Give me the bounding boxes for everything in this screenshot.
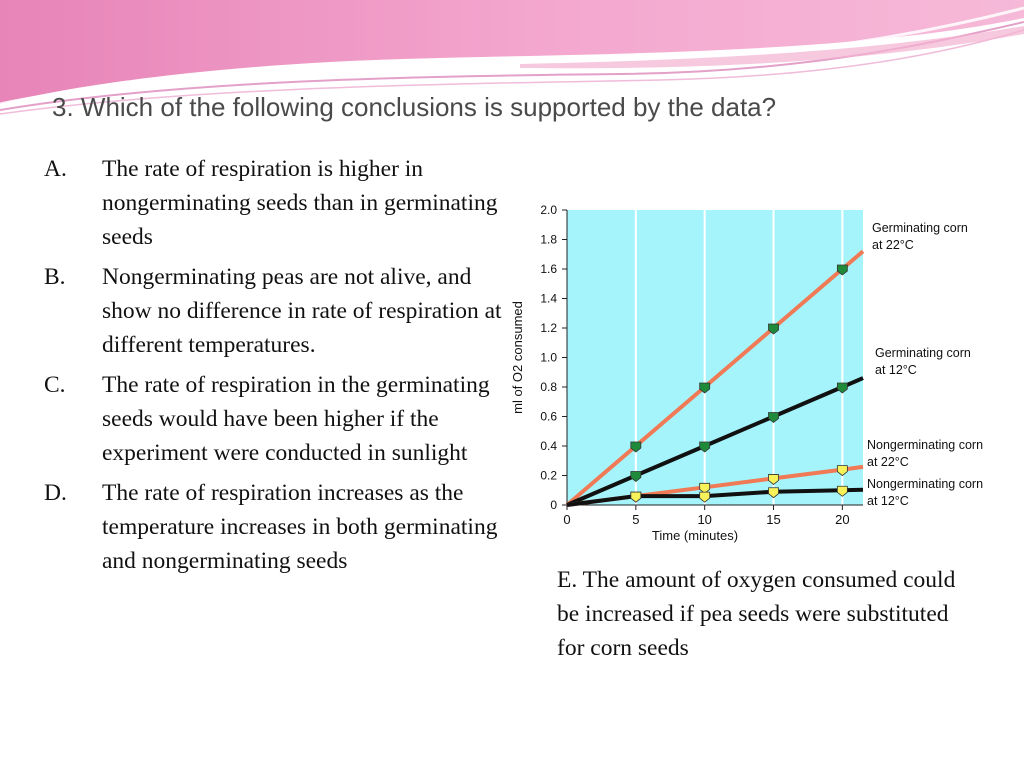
option-letter: C. (44, 372, 66, 398)
oxygen-consumption-chart: 0 0.2 0.4 0.6 0.8 1.0 1.2 1.4 1.6 1.8 2.0 0 5 10 15 20 T… (510, 203, 983, 543)
x-axis-label: Time (minutes) (652, 528, 738, 543)
y-tick-label: 1.4 (540, 292, 557, 306)
data-point (699, 491, 711, 503)
x-tick-label: 5 (632, 512, 639, 527)
data-point (768, 487, 779, 499)
option-b: B. Nongerminating peas are not alive, an… (44, 260, 502, 362)
x-tick-label: 10 (697, 512, 711, 527)
y-tick-label: 2.0 (540, 203, 557, 217)
data-point (836, 264, 848, 276)
data-point (836, 465, 848, 477)
data-point (630, 441, 642, 453)
option-letter: D. (44, 480, 67, 506)
option-d: D. The rate of respiration increases as … (44, 476, 502, 578)
data-point (699, 382, 711, 394)
data-point (699, 482, 711, 494)
option-e: E. The amount of oxygen consumed could b… (557, 567, 956, 661)
y-tick-label: 1.8 (540, 233, 557, 247)
y-axis-label: ml of O2 consumed (510, 301, 525, 414)
question-title: 3. Which of the following conclusions is… (52, 92, 777, 122)
series-label: Nongerminating corn (867, 477, 983, 491)
x-tick-label: 20 (835, 512, 849, 527)
data-point (630, 491, 642, 503)
y-tick-label: 0.6 (540, 410, 557, 424)
option-text: Nongerminating peas are not alive, and s… (102, 264, 502, 358)
series-label: at 12°C (875, 363, 917, 377)
option-text: The rate of respiration in the germinati… (102, 372, 490, 466)
data-point (836, 485, 848, 497)
y-tick-label: 1.0 (540, 351, 557, 365)
data-point (630, 471, 642, 483)
y-tick-label: 1.6 (540, 262, 557, 276)
header-banner (0, 0, 1024, 115)
data-point (768, 323, 779, 335)
series-label: at 22°C (872, 238, 914, 252)
x-tick-label: 15 (766, 512, 780, 527)
series-label: Germinating corn (872, 221, 968, 235)
option-a: A. The rate of respiration is higher in … (44, 152, 502, 254)
option-c: C. The rate of respiration in the germin… (44, 368, 502, 470)
data-point (768, 474, 779, 485)
y-tick-label: 0.2 (540, 469, 557, 483)
answer-options: A. The rate of respiration is higher in … (44, 152, 502, 584)
series-label: at 22°C (867, 455, 909, 469)
series-label: Nongerminating corn (867, 438, 983, 452)
data-point (836, 382, 848, 394)
option-text: The rate of respiration is higher in non… (102, 156, 498, 250)
y-tick-label: 0.4 (540, 439, 557, 453)
option-letter: B. (44, 264, 66, 290)
y-tick-label: 0 (550, 498, 557, 512)
data-point (768, 412, 779, 424)
option-letter: A. (44, 156, 67, 182)
y-tick-label: 0.8 (540, 380, 557, 394)
y-tick-label: 1.2 (540, 321, 557, 335)
plot-area (567, 210, 863, 505)
data-point (699, 441, 711, 453)
option-text: The rate of respiration increases as the… (102, 480, 498, 574)
x-tick-label: 0 (563, 512, 570, 527)
series-label: Germinating corn (875, 346, 971, 360)
series-label: at 12°C (867, 494, 909, 508)
